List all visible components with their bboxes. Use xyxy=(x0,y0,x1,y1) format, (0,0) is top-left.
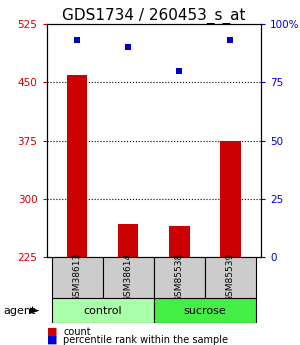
Text: ■: ■ xyxy=(46,327,57,337)
Text: agent: agent xyxy=(3,306,35,315)
Text: ►: ► xyxy=(30,304,39,317)
Title: GDS1734 / 260453_s_at: GDS1734 / 260453_s_at xyxy=(62,8,245,24)
Text: count: count xyxy=(63,327,91,337)
Bar xyxy=(52,257,103,298)
Text: GSM38613: GSM38613 xyxy=(73,253,82,302)
Bar xyxy=(205,257,256,298)
Bar xyxy=(67,75,87,257)
Bar xyxy=(118,224,138,257)
Text: GSM85539: GSM85539 xyxy=(226,253,235,302)
Bar xyxy=(52,298,154,323)
Text: control: control xyxy=(83,306,122,315)
Bar xyxy=(154,257,205,298)
Bar xyxy=(169,226,190,257)
Text: ■: ■ xyxy=(46,335,57,345)
Bar xyxy=(154,298,256,323)
Text: GSM85538: GSM85538 xyxy=(175,253,184,302)
Text: sucrose: sucrose xyxy=(183,306,226,315)
Text: GSM38614: GSM38614 xyxy=(124,253,133,302)
Text: percentile rank within the sample: percentile rank within the sample xyxy=(63,335,228,345)
Bar xyxy=(220,141,241,257)
Bar xyxy=(103,257,154,298)
